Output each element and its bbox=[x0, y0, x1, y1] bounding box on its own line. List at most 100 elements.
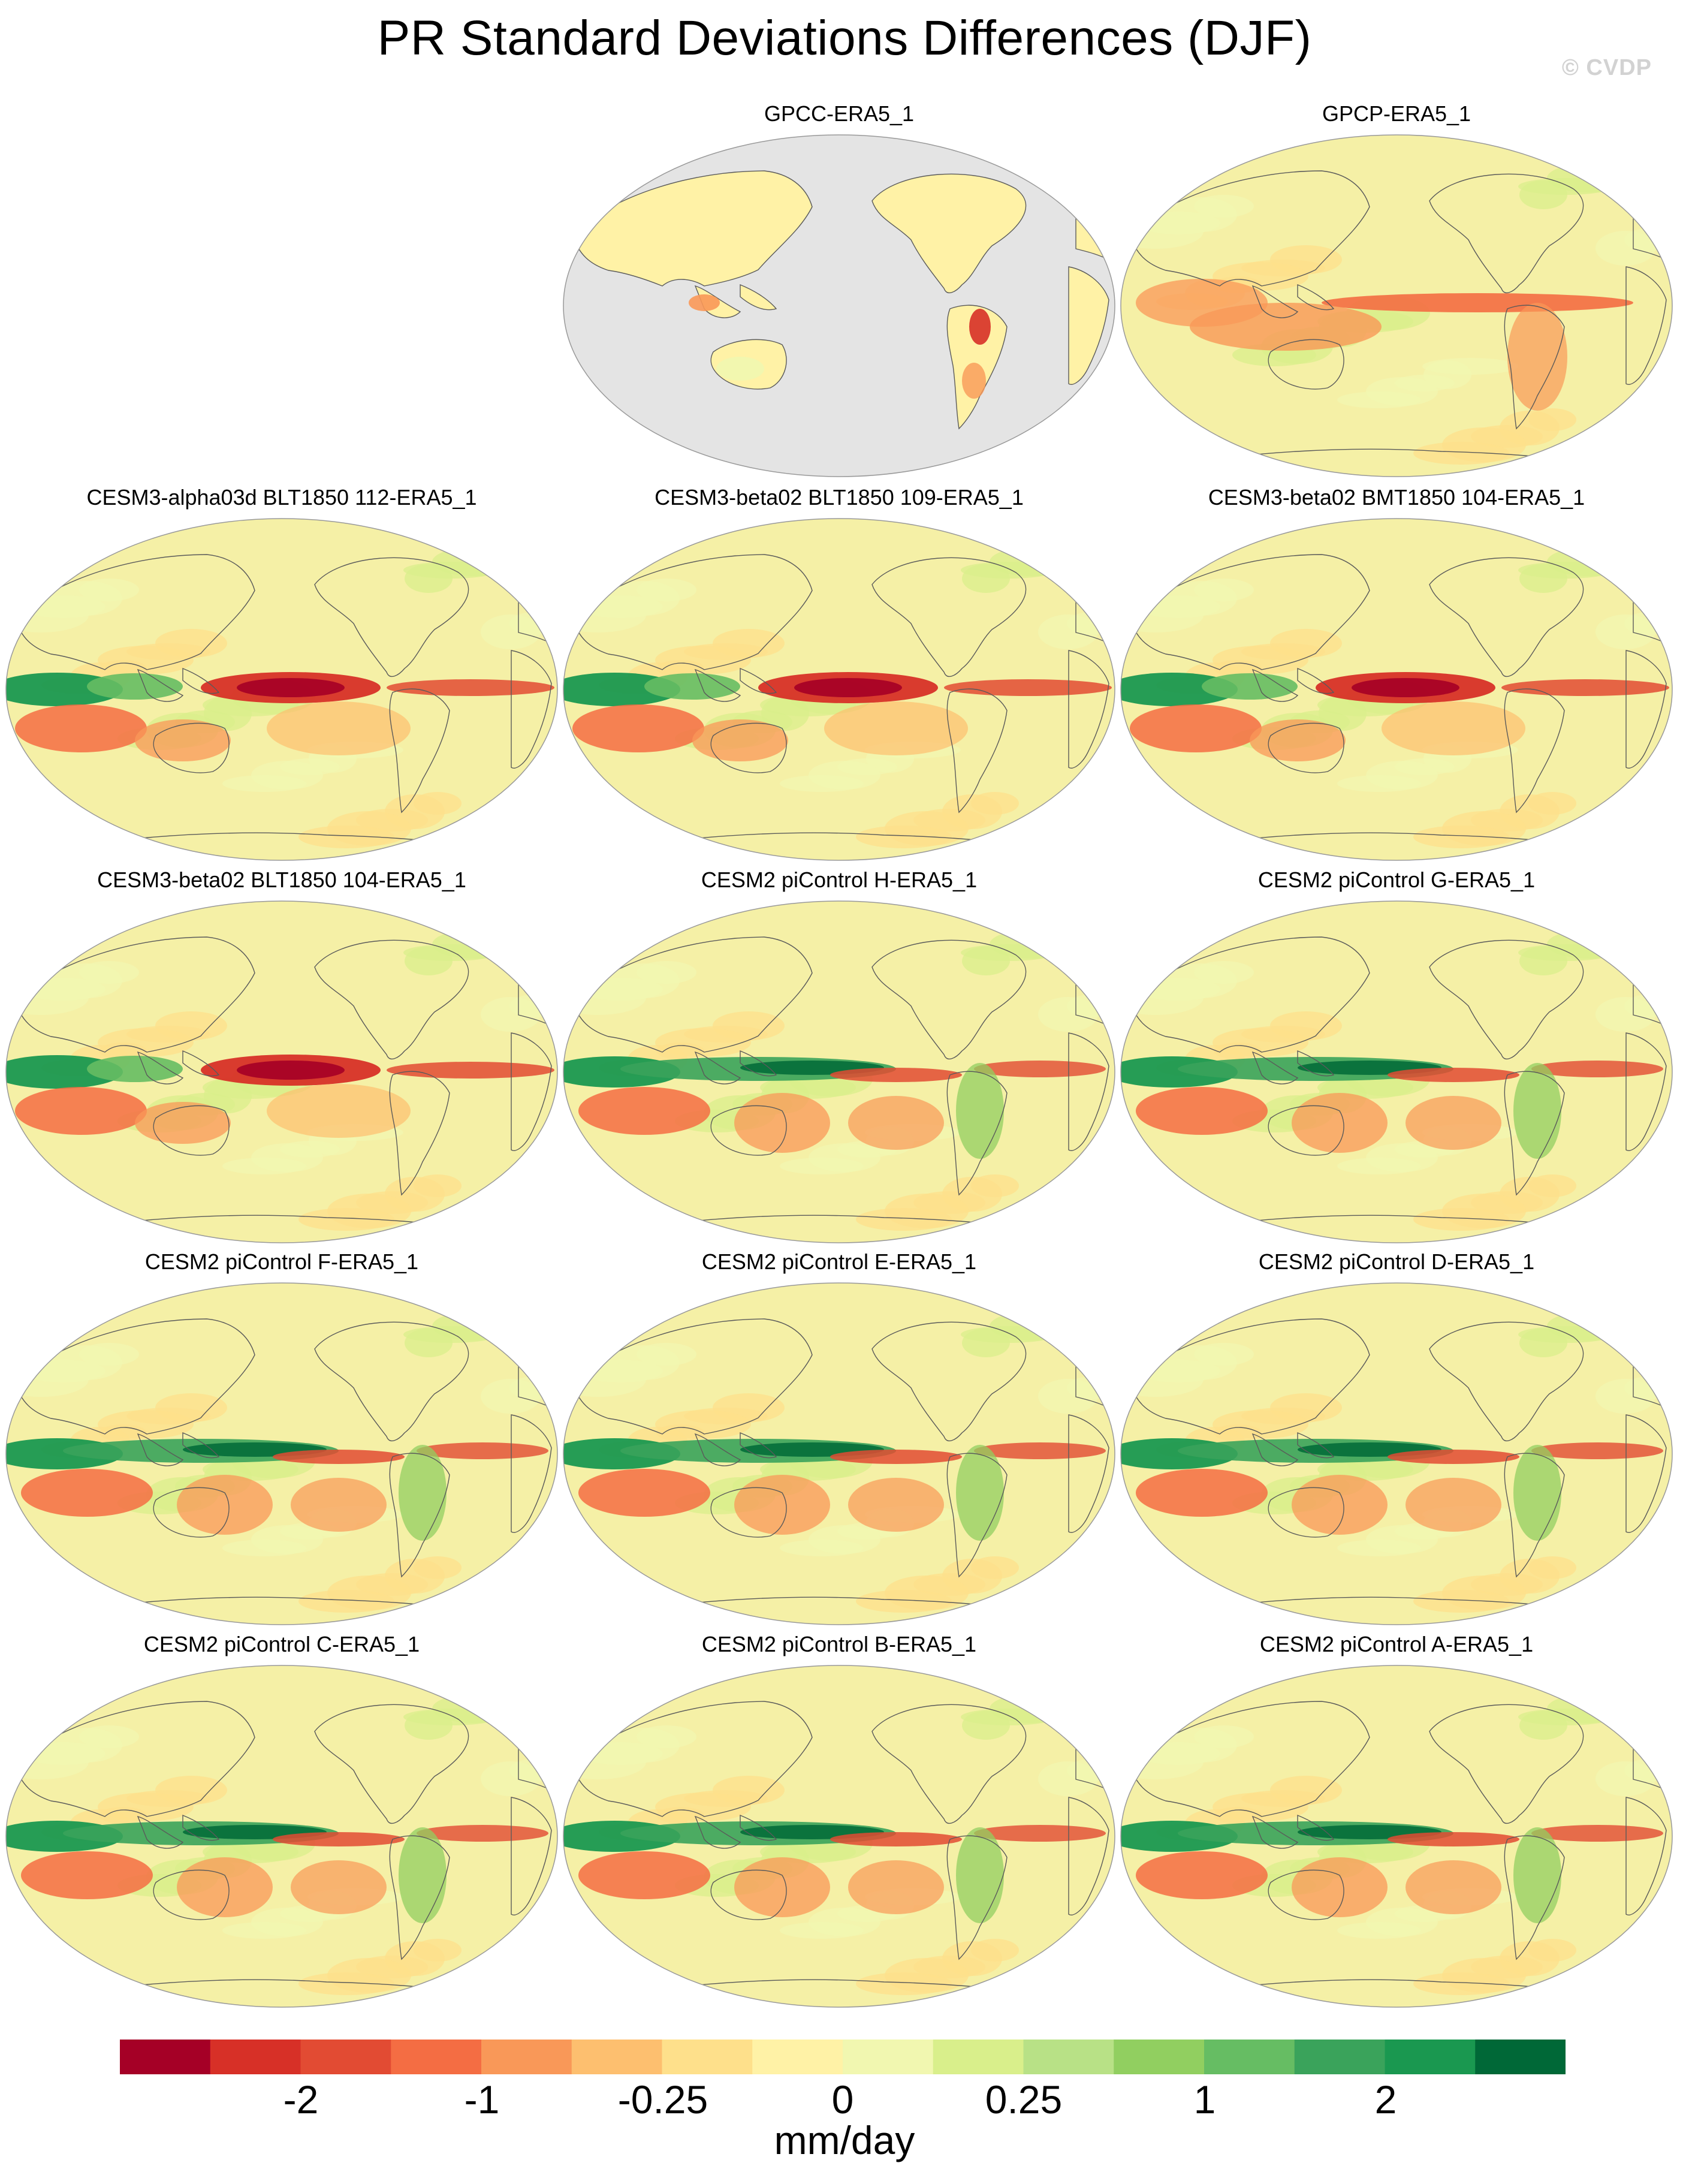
anomaly-region bbox=[222, 1540, 306, 1556]
map-panel: CESM3-beta02 BLT1850 104-ERA5_1 bbox=[3, 865, 560, 1249]
anomaly-region bbox=[1531, 1061, 1663, 1077]
coastline-australia bbox=[1268, 1105, 1344, 1156]
coastline-asia bbox=[14, 936, 255, 1053]
anomaly-region bbox=[974, 1061, 1106, 1077]
coastline-seAsia bbox=[1251, 1050, 1335, 1085]
anomaly-region bbox=[734, 1857, 830, 1917]
coastline-northAmerica bbox=[314, 939, 469, 1060]
map-outline bbox=[1120, 518, 1673, 861]
anomaly-region bbox=[956, 1827, 1004, 1923]
anomaly-region bbox=[298, 1590, 394, 1613]
coastline-australia bbox=[153, 1105, 230, 1156]
anomaly-region bbox=[578, 1851, 710, 1899]
anomaly-region bbox=[1202, 673, 1298, 700]
anomaly-region bbox=[1576, 927, 1648, 944]
anomaly-region bbox=[237, 678, 345, 697]
coastline-africa bbox=[1068, 1797, 1109, 1915]
anomaly-region bbox=[1121, 1362, 1204, 1397]
anomaly-region bbox=[1018, 545, 1090, 562]
coastline-southAmerica bbox=[1504, 1835, 1565, 1960]
anomaly-region bbox=[1595, 1761, 1655, 1796]
land-asia bbox=[572, 170, 813, 287]
anomaly-region bbox=[135, 1102, 231, 1144]
coastline-africa bbox=[511, 650, 552, 769]
anomaly-region bbox=[21, 1469, 153, 1517]
colorbar-swatch bbox=[300, 2040, 391, 2074]
map-outline bbox=[5, 900, 558, 1243]
coastline-northAmerica bbox=[1429, 1704, 1584, 1824]
anomaly-region bbox=[1121, 980, 1204, 1015]
anomaly-region bbox=[780, 775, 864, 792]
anomaly-region bbox=[563, 673, 680, 706]
coastline-australia bbox=[1268, 722, 1344, 773]
anomaly-region bbox=[563, 528, 608, 545]
map-outline bbox=[5, 1665, 558, 2008]
anomaly-region bbox=[135, 719, 231, 761]
coastline-northAmerica bbox=[871, 1704, 1027, 1824]
coastline-africa bbox=[1068, 650, 1109, 769]
colorbar-swatch bbox=[1023, 2040, 1114, 2074]
colorbar-swatch bbox=[843, 2040, 934, 2074]
coastline-seAsia bbox=[137, 1814, 220, 1849]
anomaly-region bbox=[1337, 391, 1421, 408]
map-panel: CESM3-beta02 BMT1850 104-ERA5_1 bbox=[1118, 483, 1675, 866]
map-plot bbox=[5, 900, 558, 1243]
anomaly-region bbox=[1513, 1445, 1561, 1541]
map-plot bbox=[1120, 1665, 1673, 2008]
land-africa bbox=[1068, 266, 1109, 385]
coastline-southAmerica bbox=[389, 1835, 450, 1960]
anomaly-region bbox=[716, 357, 764, 381]
anomaly-region bbox=[1018, 1692, 1090, 1709]
anomaly-region bbox=[267, 1084, 411, 1138]
anomaly-region bbox=[1501, 679, 1669, 696]
anomaly-region bbox=[461, 1692, 533, 1709]
coastline-africa bbox=[1625, 650, 1667, 769]
map-plot bbox=[5, 518, 558, 861]
map-panel: CESM2 piControl A-ERA5_1 bbox=[1118, 1629, 1675, 2013]
colorbar-swatch bbox=[391, 2040, 482, 2074]
panel-title: CESM3-alpha03d BLT1850 112-ERA5_1 bbox=[86, 485, 477, 510]
anomaly-region bbox=[177, 1475, 273, 1535]
anomaly-region bbox=[1121, 1745, 1204, 1779]
anomaly-region bbox=[1576, 161, 1648, 178]
coastline-seAsia bbox=[137, 667, 220, 702]
map-plot bbox=[1120, 518, 1673, 861]
coastline-australia bbox=[1268, 1869, 1344, 1920]
anomaly-region bbox=[969, 309, 991, 345]
coastline-seAsia bbox=[1251, 1432, 1335, 1466]
coastline-northAmerica bbox=[1429, 557, 1584, 677]
panel-title: CESM2 piControl E-ERA5_1 bbox=[701, 1249, 977, 1274]
anomaly-region bbox=[6, 1675, 51, 1692]
coastline-africa bbox=[1068, 1032, 1109, 1151]
anomaly-region bbox=[1130, 704, 1262, 752]
anomaly-region bbox=[689, 294, 720, 311]
anomaly-region bbox=[1136, 1469, 1268, 1517]
anomaly-region bbox=[6, 1055, 123, 1089]
coastline-northAmerica bbox=[1429, 173, 1584, 294]
colorbar-swatch bbox=[1114, 2040, 1205, 2074]
anomaly-region bbox=[481, 997, 541, 1032]
colorbar-tick-label: -1 bbox=[464, 2077, 500, 2122]
anomaly-region bbox=[563, 1745, 646, 1779]
anomaly-region bbox=[1121, 144, 1166, 161]
anomaly-region bbox=[1413, 1972, 1509, 1995]
anomaly-region bbox=[1531, 1825, 1663, 1842]
anomaly-region bbox=[237, 1061, 345, 1080]
anomaly-region bbox=[780, 1540, 864, 1556]
colorbar-swatch bbox=[1475, 2040, 1566, 2074]
map-outline bbox=[563, 518, 1115, 861]
coastline-seAsia bbox=[694, 1050, 777, 1085]
anomaly-region bbox=[1406, 1478, 1501, 1532]
coastline-seAsia bbox=[1251, 1814, 1335, 1849]
anomaly-region bbox=[572, 704, 704, 752]
anomaly-region bbox=[780, 1922, 864, 1939]
anomaly-region bbox=[1250, 719, 1346, 761]
anomaly-region bbox=[1507, 303, 1567, 411]
anomaly-region bbox=[1038, 1761, 1098, 1796]
colorbar bbox=[120, 2040, 1566, 2074]
anomaly-region bbox=[222, 1158, 306, 1174]
anomaly-region bbox=[1136, 279, 1268, 327]
coastline-africa bbox=[511, 1032, 552, 1151]
anomaly-region bbox=[291, 1478, 387, 1532]
anomaly-region bbox=[956, 1445, 1004, 1541]
